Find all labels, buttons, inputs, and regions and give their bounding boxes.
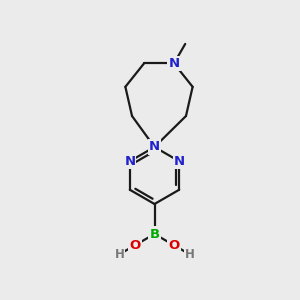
Text: N: N [168, 57, 179, 70]
Text: N: N [124, 155, 135, 168]
Text: O: O [129, 239, 141, 252]
Text: B: B [149, 227, 160, 241]
Text: H: H [184, 248, 194, 261]
Text: N: N [174, 155, 185, 168]
Text: H: H [115, 248, 124, 261]
Text: O: O [168, 239, 180, 252]
Text: N: N [149, 140, 160, 154]
